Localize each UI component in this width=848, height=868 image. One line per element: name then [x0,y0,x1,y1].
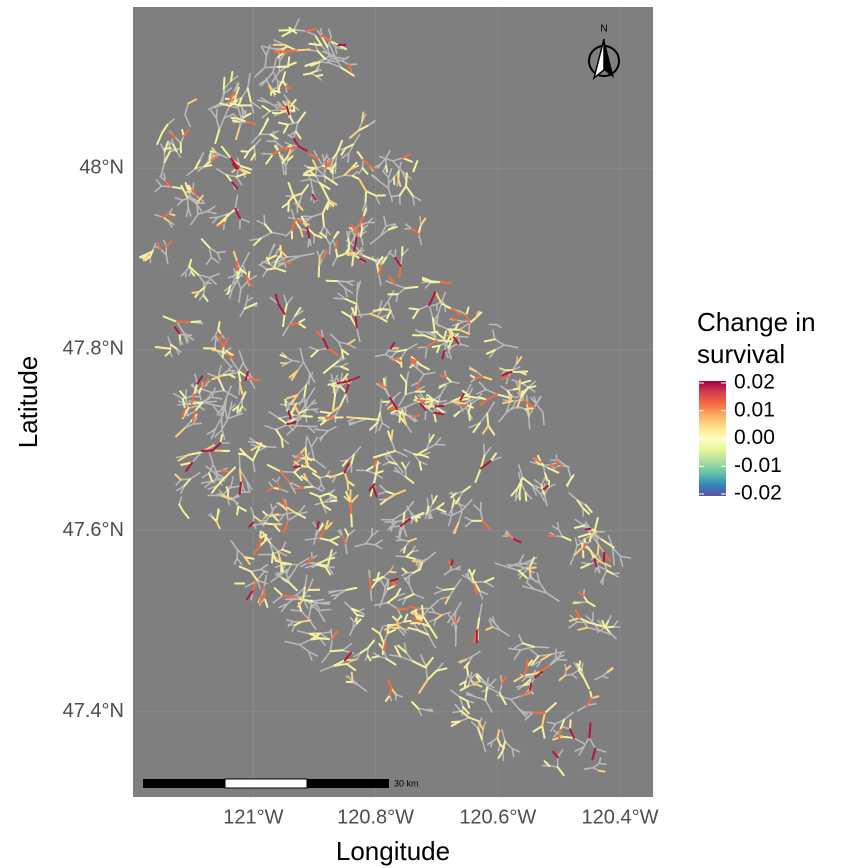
y-tick-label: 47.6°N [63,519,124,541]
legend: Change in survival [697,306,847,370]
x-tick-label: 120.8°W [337,806,414,828]
colorbar-label: 0.00 [734,426,775,449]
river-segments [139,26,615,777]
scale-bar-segment [143,779,225,788]
y-tick-label: 47.8°N [63,338,124,360]
north-arrow-right [604,39,614,78]
north-arrow-label: N [600,24,607,35]
x-axis-title: Longitude [336,836,450,866]
legend-title: Change in survival [697,307,816,369]
scale-bar-segment [224,778,308,789]
scale-bar: 30 km [143,778,419,789]
scale-bar-segment [307,779,389,788]
y-tick-label: 47.4°N [63,700,124,722]
scale-bar-label: 30 km [394,778,419,788]
river-segments [174,43,606,761]
x-tick-label: 121°W [223,806,283,828]
x-tick-label: 120.6°W [459,806,536,828]
river-segments [157,27,611,740]
colorbar-label: 0.02 [734,371,775,394]
y-axis-title: Latitude [13,356,43,449]
river-segments [142,43,614,773]
colorbar-label: -0.01 [734,454,782,477]
colorbar-label: -0.02 [734,482,782,505]
north-arrow: N [588,24,620,80]
y-tick-label: 48°N [79,157,124,179]
x-tick-label: 120.4°W [582,806,659,828]
colorbar-label: 0.01 [734,398,775,421]
